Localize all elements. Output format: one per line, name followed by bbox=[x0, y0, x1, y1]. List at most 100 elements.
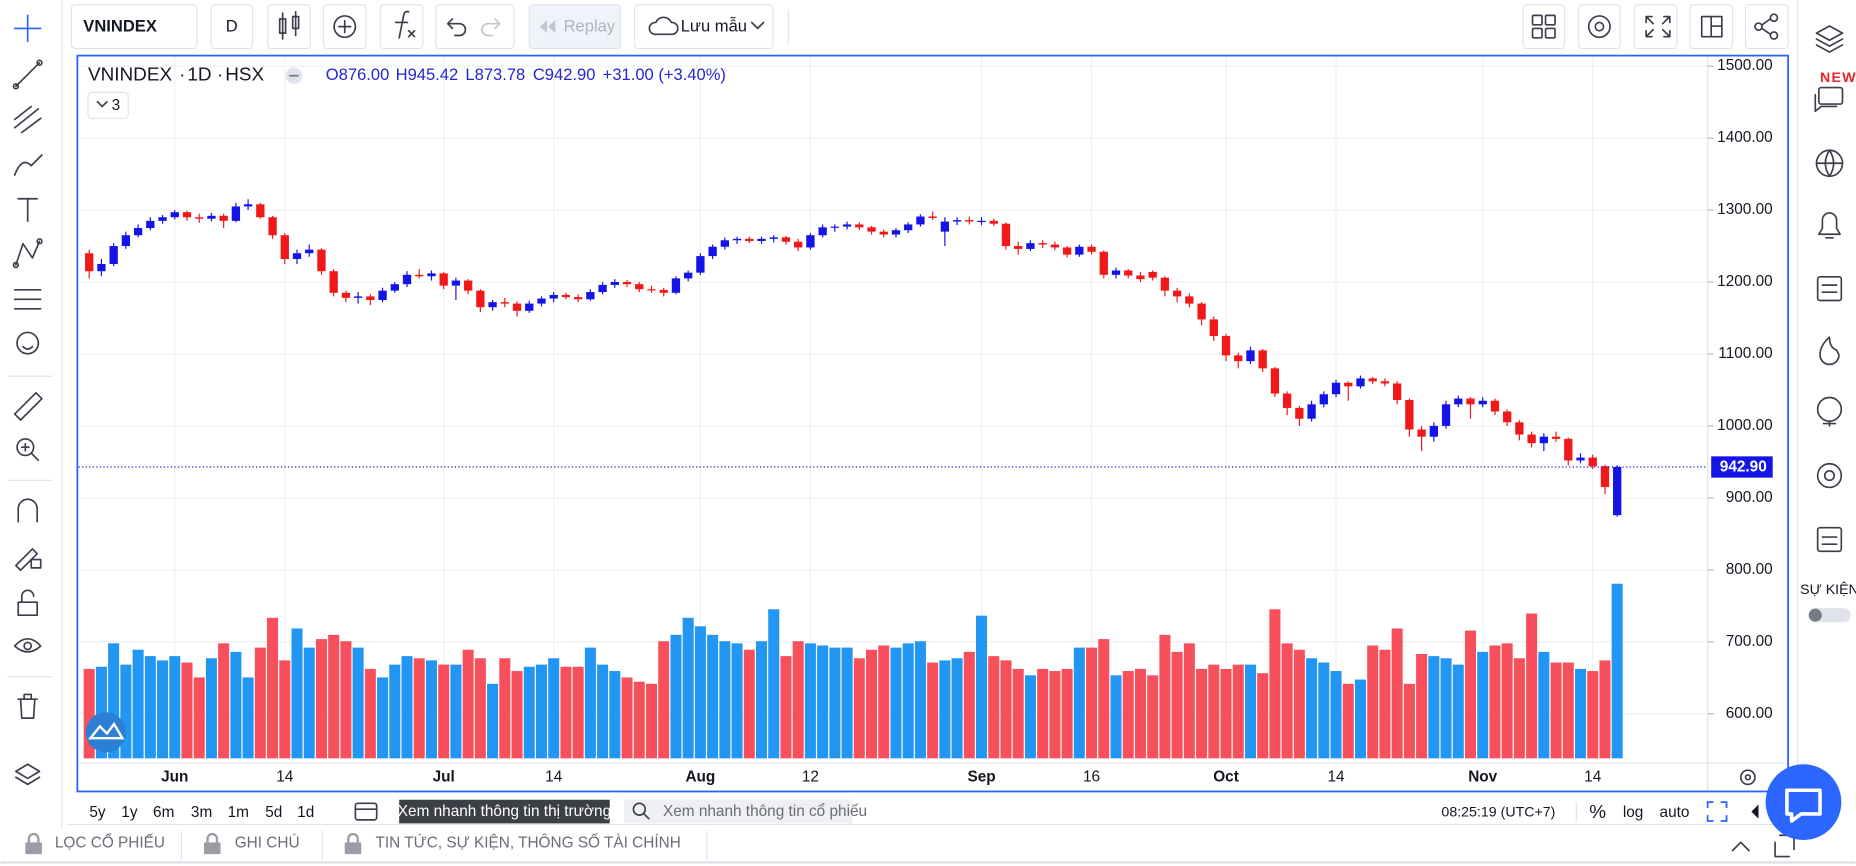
save-button[interactable] bbox=[634, 4, 774, 50]
visibility-tool[interactable] bbox=[13, 638, 42, 653]
world-icon[interactable] bbox=[1816, 396, 1843, 427]
calculator-icon[interactable] bbox=[1816, 526, 1843, 553]
settings-icon[interactable] bbox=[1816, 462, 1843, 489]
candle-body bbox=[97, 264, 106, 272]
axis-settings[interactable] bbox=[1739, 769, 1756, 786]
emoji-tool[interactable] bbox=[16, 331, 40, 355]
lock-icon bbox=[344, 832, 362, 855]
calendar-icon[interactable] bbox=[354, 802, 378, 821]
range-button[interactable]: 1m bbox=[228, 804, 249, 821]
volume-bar bbox=[1061, 668, 1073, 759]
candle-body bbox=[415, 274, 424, 277]
volume-bar bbox=[1587, 671, 1599, 759]
layers-icon[interactable] bbox=[1815, 25, 1844, 53]
candle-body bbox=[525, 303, 534, 311]
candle-body bbox=[512, 303, 522, 311]
footer-tab[interactable]: GHI CHÚ bbox=[235, 835, 300, 852]
candle-body bbox=[1368, 378, 1377, 382]
footer-tab[interactable]: TIN TỨC, SỰ KIỆN, THÔNG SỐ TÀI CHÍNH bbox=[376, 834, 681, 852]
volume-bar bbox=[609, 671, 621, 759]
candle-body bbox=[1515, 422, 1524, 435]
settings-button[interactable] bbox=[1578, 4, 1621, 50]
fullscreen-button[interactable] bbox=[1633, 4, 1678, 50]
delete-tool[interactable] bbox=[17, 693, 38, 719]
collapse-arrow[interactable] bbox=[1751, 804, 1759, 819]
auto-toggle[interactable]: auto bbox=[1660, 804, 1690, 821]
candle-body bbox=[769, 237, 778, 239]
new-badge: NEW bbox=[1820, 70, 1856, 86]
volume-bar bbox=[988, 656, 1000, 759]
magnet-tool[interactable] bbox=[17, 498, 38, 523]
interval-button[interactable] bbox=[210, 4, 254, 50]
bottom-bar: 5y 1y 6m 3m 1m 5d 1d Xem nhanh thông tin… bbox=[66, 799, 1793, 826]
text-tool[interactable] bbox=[17, 197, 38, 223]
candle-body bbox=[842, 224, 852, 227]
top-toolbar: VNINDEX D Replay Lưu mẫu bbox=[70, 4, 1789, 50]
globe-icon[interactable] bbox=[1815, 149, 1844, 178]
volume-bar bbox=[1452, 664, 1464, 759]
footer-tab[interactable]: LỌC CỔ PHIẾU bbox=[55, 834, 165, 852]
layers-tool[interactable] bbox=[15, 763, 41, 786]
fire-icon[interactable] bbox=[1819, 336, 1840, 366]
pattern-tool[interactable] bbox=[12, 238, 43, 269]
zoom-tool[interactable] bbox=[16, 438, 40, 462]
volume-bar bbox=[829, 647, 841, 759]
share-button[interactable] bbox=[1744, 4, 1789, 50]
chat-button[interactable] bbox=[1765, 764, 1842, 840]
volume-bar bbox=[1196, 668, 1208, 759]
expand-icon[interactable] bbox=[1731, 841, 1750, 852]
replay-button[interactable] bbox=[528, 4, 621, 50]
candle-body bbox=[622, 282, 632, 285]
market-quickview-button[interactable] bbox=[399, 799, 610, 824]
fit-icon[interactable] bbox=[1706, 801, 1728, 822]
chat-widget[interactable] bbox=[1765, 764, 1842, 840]
volume-bar bbox=[1477, 651, 1489, 759]
bell-icon[interactable] bbox=[1818, 212, 1841, 239]
range-button[interactable]: 1d bbox=[297, 804, 314, 821]
volume-bar bbox=[487, 683, 499, 759]
candle-body bbox=[256, 204, 265, 218]
fib-tool[interactable] bbox=[13, 105, 42, 134]
symbol-button[interactable] bbox=[70, 4, 198, 50]
range-button[interactable]: 3m bbox=[191, 804, 212, 821]
replay-label: Replay bbox=[564, 17, 616, 36]
trendline-tool[interactable] bbox=[12, 59, 43, 90]
save-label: Lưu mẫu bbox=[681, 17, 747, 36]
ruler-tool[interactable] bbox=[13, 391, 43, 421]
range-button[interactable]: 1y bbox=[121, 804, 138, 821]
candle-body bbox=[85, 253, 94, 272]
volume-bar bbox=[584, 647, 596, 759]
prediction-tool[interactable] bbox=[13, 289, 42, 310]
candle-body bbox=[366, 296, 375, 300]
lock-tool[interactable] bbox=[17, 589, 38, 617]
candle-body bbox=[1576, 457, 1585, 461]
notes-icon[interactable] bbox=[1816, 276, 1843, 302]
lock-draw-tool[interactable] bbox=[15, 548, 42, 572]
brush-tool[interactable] bbox=[13, 154, 43, 176]
candle-body bbox=[390, 284, 399, 291]
range-button[interactable]: 5y bbox=[89, 804, 106, 821]
undo-redo[interactable] bbox=[435, 4, 515, 50]
range-button[interactable]: 6m bbox=[153, 804, 174, 821]
range-button[interactable]: 5d bbox=[265, 804, 282, 821]
layout-button[interactable] bbox=[1522, 4, 1566, 50]
volume-bar bbox=[413, 658, 425, 759]
candle-body bbox=[806, 235, 815, 248]
volume-bar bbox=[560, 666, 572, 759]
percent-toggle[interactable]: % bbox=[1589, 802, 1606, 823]
crosshair-tool[interactable] bbox=[13, 14, 42, 43]
candle-body bbox=[794, 241, 803, 248]
stock-search-box[interactable] bbox=[623, 799, 853, 824]
chart-type-button[interactable] bbox=[267, 4, 312, 50]
lock-icon bbox=[203, 832, 221, 855]
log-toggle[interactable]: log bbox=[1623, 804, 1644, 821]
candle-body bbox=[1111, 270, 1121, 275]
volume-bar bbox=[1000, 660, 1012, 759]
volume-bar bbox=[401, 656, 413, 759]
x-tick-label: Jul bbox=[433, 768, 455, 785]
indicator-toggle[interactable] bbox=[87, 91, 129, 119]
chat-icon[interactable] bbox=[1814, 86, 1844, 113]
volume-bar bbox=[755, 641, 768, 759]
candle-body bbox=[940, 221, 950, 232]
candle-body bbox=[1124, 270, 1133, 276]
